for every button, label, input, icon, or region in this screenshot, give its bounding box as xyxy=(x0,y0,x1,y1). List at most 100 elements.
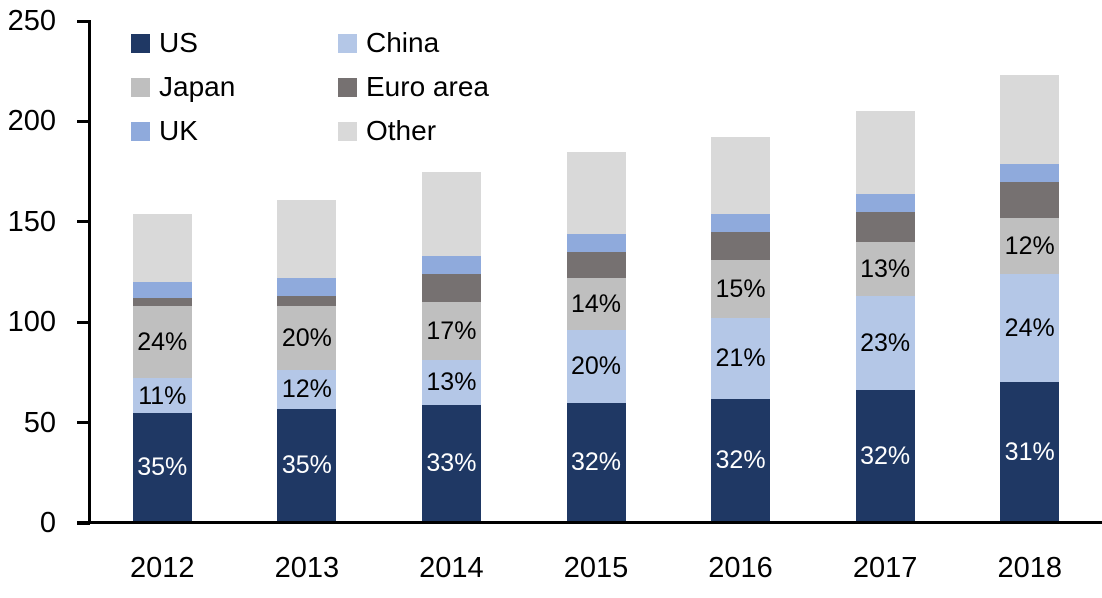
bar-segment-2016-other xyxy=(711,137,771,214)
bar-label-2013-japan: 20% xyxy=(281,324,332,353)
y-axis-tick-50 xyxy=(77,421,90,425)
bar-label-2017-japan: 13% xyxy=(860,255,911,283)
bar-label-2013-us: 35% xyxy=(281,450,332,479)
x-axis-label-2016: 2016 xyxy=(708,552,773,584)
bar-2015: 32% 20% 14% xyxy=(566,151,626,521)
bar-segment-2018-other xyxy=(1000,75,1060,164)
legend-item-other: Other xyxy=(338,109,489,153)
y-axis-label-200: 200 xyxy=(7,105,56,138)
bar-segment-2017-uk xyxy=(855,193,915,212)
bar-label-2015-japan: 14% xyxy=(570,290,622,319)
y-axis-label-50: 50 xyxy=(23,406,56,439)
legend-swatch-icon-other xyxy=(338,121,357,141)
bar-segment-2018-euro-area xyxy=(1000,181,1060,218)
legend-label-euro-area: Euro area xyxy=(366,71,489,102)
bar-segment-2014-japan: 17% xyxy=(421,302,481,361)
legend-item-uk: UK xyxy=(131,109,338,153)
bar-segment-2016-china: 21% xyxy=(711,318,771,399)
bar-segment-2014-euro-area xyxy=(421,274,481,303)
bar-label-2016-china: 21% xyxy=(715,344,766,373)
legend-label-china: China xyxy=(366,27,440,58)
legend-swatch-icon-us xyxy=(131,33,150,53)
legend-label-uk: UK xyxy=(159,115,198,146)
y-axis-tick-0 xyxy=(77,521,90,525)
bar-segment-2013-china: 12% xyxy=(277,370,337,409)
bar-label-2012-japan: 24% xyxy=(137,328,188,357)
bar-segment-2014-other xyxy=(421,171,481,256)
bar-segment-2016-uk xyxy=(711,213,771,232)
x-axis-label-2017: 2017 xyxy=(852,552,918,584)
bar-label-2015-china: 20% xyxy=(570,352,622,381)
bar-segment-2017-other xyxy=(855,111,915,194)
y-axis-line xyxy=(88,20,91,523)
bar-segment-2015-china: 20% xyxy=(566,330,626,403)
legend-label-japan: Japan xyxy=(159,71,236,102)
legend-item-us: US xyxy=(131,21,338,65)
bar-label-2013-china: 12% xyxy=(281,375,332,404)
bar-label-2017-us: 32% xyxy=(860,441,911,470)
bar-label-2014-japan: 17% xyxy=(426,317,477,346)
y-axis-label-250: 250 xyxy=(7,5,56,37)
bar-segment-2012-japan: 24% xyxy=(132,306,192,379)
bar-segment-2018-us: 31% xyxy=(1000,382,1060,521)
bar-label-2014-us: 33% xyxy=(426,448,477,477)
bar-segment-2015-euro-area xyxy=(566,251,626,279)
bar-segment-2017-china: 23% xyxy=(855,296,915,391)
bar-label-2015-us: 32% xyxy=(570,447,622,476)
bar-label-2012-us: 35% xyxy=(137,452,188,481)
bar-segment-2012-china: 11% xyxy=(132,378,192,413)
bar-segment-2015-other xyxy=(566,151,626,234)
bar-segment-2016-us: 32% xyxy=(711,398,771,521)
bar-segment-2012-other xyxy=(132,213,192,283)
legend-swatch-icon-japan xyxy=(131,77,150,97)
bar-segment-2018-uk xyxy=(1000,163,1060,182)
bar-segment-2013-other xyxy=(277,199,337,279)
bar-label-2014-china: 13% xyxy=(426,368,477,397)
bar-segment-2016-japan: 15% xyxy=(711,259,771,319)
bar-segment-2017-us: 32% xyxy=(855,390,915,521)
bar-segment-2018-japan: 12% xyxy=(1000,217,1060,275)
bar-2017: 32% 23% 13% xyxy=(855,111,915,521)
bar-label-2016-japan: 15% xyxy=(715,275,766,304)
legend-item-china: China xyxy=(338,21,489,65)
bar-label-2018-japan: 12% xyxy=(1004,231,1055,260)
x-axis-label-2015: 2015 xyxy=(563,552,629,584)
bar-segment-2013-us: 35% xyxy=(277,408,337,521)
bar-segment-2013-japan: 20% xyxy=(277,306,337,371)
bar-segment-2013-uk xyxy=(277,278,337,297)
y-axis-label-0: 0 xyxy=(39,507,56,539)
bar-2018: 31% 24% 12% xyxy=(1000,75,1060,521)
y-axis-label-100: 100 xyxy=(7,306,56,339)
bar-segment-2012-uk xyxy=(132,282,192,299)
bar-segment-2013-euro-area xyxy=(277,296,337,307)
bar-label-2017-china: 23% xyxy=(860,329,911,358)
bar-segment-2012-euro-area xyxy=(132,298,192,307)
x-axis-label-2013: 2013 xyxy=(274,552,340,584)
bar-segment-2017-japan: 13% xyxy=(855,241,915,297)
bar-2012: 35% 11% 24% xyxy=(132,213,192,521)
bar-2013: 35% 12% 20% xyxy=(277,199,337,521)
y-axis-tick-250 xyxy=(77,19,90,23)
legend-swatch-icon-china xyxy=(338,33,357,53)
bar-segment-2016-euro-area xyxy=(711,231,771,260)
x-axis-line xyxy=(77,521,1102,524)
legend-item-euro-area: Euro area xyxy=(338,65,489,109)
bar-segment-2014-us: 33% xyxy=(421,404,481,521)
x-axis-label-2018: 2018 xyxy=(997,552,1062,584)
bar-segment-2017-euro-area xyxy=(855,211,915,242)
y-axis-tick-100 xyxy=(77,320,90,324)
legend-label-us: US xyxy=(159,27,198,58)
legend: US China Japan Euro area UK Other xyxy=(131,21,489,153)
bar-label-2012-china: 11% xyxy=(138,381,187,410)
bar-2016: 32% 21% 15% xyxy=(711,137,771,521)
y-axis-label-150: 150 xyxy=(7,205,56,238)
y-axis-tick-150 xyxy=(77,220,90,224)
bar-segment-2014-china: 13% xyxy=(421,360,481,405)
bar-label-2018-us: 31% xyxy=(1004,437,1055,466)
bar-segment-2018-china: 24% xyxy=(1000,274,1060,383)
bar-segment-2012-us: 35% xyxy=(132,412,192,521)
legend-label-other: Other xyxy=(366,115,437,146)
y-axis-tick-200 xyxy=(77,119,90,123)
bar-segment-2015-uk xyxy=(566,233,626,252)
